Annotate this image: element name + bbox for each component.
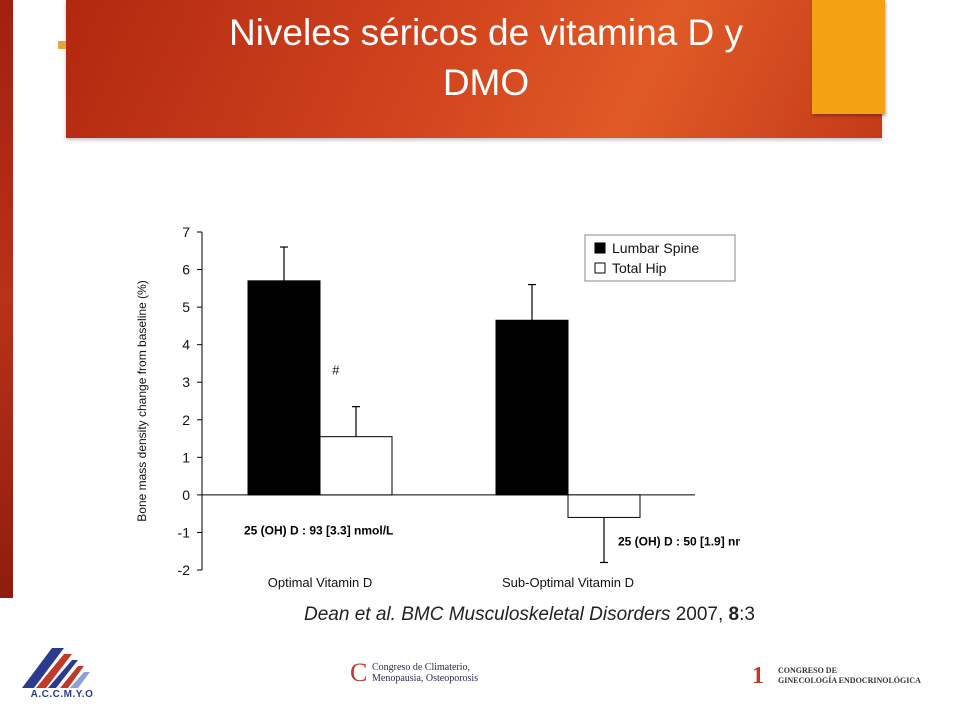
citation-journal: BMC Musculoskeletal Disorders [401,604,671,625]
y-tick-label: -1 [178,524,191,540]
legend-box [584,234,736,282]
y-tick-label: -2 [178,562,191,578]
bmd-chart: 7 6 5 4 3 2 1 0 -1 -2 Bone mass density change fro… [120,210,767,595]
first-congress-mark: 1 [752,663,764,689]
y-tick-label: 0 [182,487,190,503]
y-tick-label: 1 [182,449,190,465]
bullet-icon [58,41,66,49]
y-tick-label: 6 [182,262,190,278]
citation-authors: Dean et al. [304,604,396,625]
citation: Dean et al. BMC Musculoskeletal Disorder… [304,604,755,626]
y-axis-label: Bone mass density change from baseline (… [135,280,149,521]
citation-volume: 8 [728,604,740,625]
title-banner: Niveles séricos de vitamina D y DMO [66,0,882,138]
y-tick-label: 5 [182,299,190,315]
significance-mark: # [332,363,340,378]
bar-lumbar-spine [495,319,569,496]
legend-swatch [594,262,606,274]
legend-label: Total Hip [612,260,667,276]
citation-issue: :3 [739,604,755,625]
left-decor-strip [0,0,13,598]
y-tick-label: 3 [182,374,190,390]
accmyo-logo-icon [22,648,90,688]
annotation-suboptimal-level: 25 (OH) D : 50 [1.9] nmol/L [618,535,740,549]
legend-label: Lumbar Spine [612,240,699,256]
annotation-optimal-level: 25 (OH) D : 93 [3.3] nmol/L [244,523,393,537]
congress-ginecologia-logo: 1 CONGRESO DE GINECOLOGÍA ENDOCRINOLÓGIC… [752,664,952,690]
accmyo-logo-label: A.C.C.M.Y.O [30,689,94,700]
citation-year: 2007, [675,604,724,625]
congress-ginecologia-text: CONGRESO DE GINECOLOGÍA ENDOCRINOLÓGICA [778,666,921,685]
y-tick-label: 4 [182,337,190,353]
bar-lumbar-spine [247,280,321,496]
y-tick-label: 7 [182,224,190,240]
x-category-label: Sub-Optimal Vitamin D [502,575,634,590]
y-tick-label: 2 [182,412,190,428]
accent-square [812,0,885,114]
congress-climaterio-text: Congreso de Climaterio, Menopausia, Oste… [372,662,479,684]
congress-c-icon: C [350,658,368,687]
bmd-chart-svg: 7 6 5 4 3 2 1 0 -1 -2 Bone mass density change fro… [135,224,767,590]
x-category-label: Optimal Vitamin D [268,575,373,590]
bar-total-hip [567,494,641,518]
slide-title: Niveles séricos de vitamina D y DMO [228,12,744,103]
bar-total-hip [319,436,393,496]
legend-swatch [594,242,606,254]
congress-climaterio-logo: C Congreso de Climaterio, Menopausia, Os… [350,660,550,696]
